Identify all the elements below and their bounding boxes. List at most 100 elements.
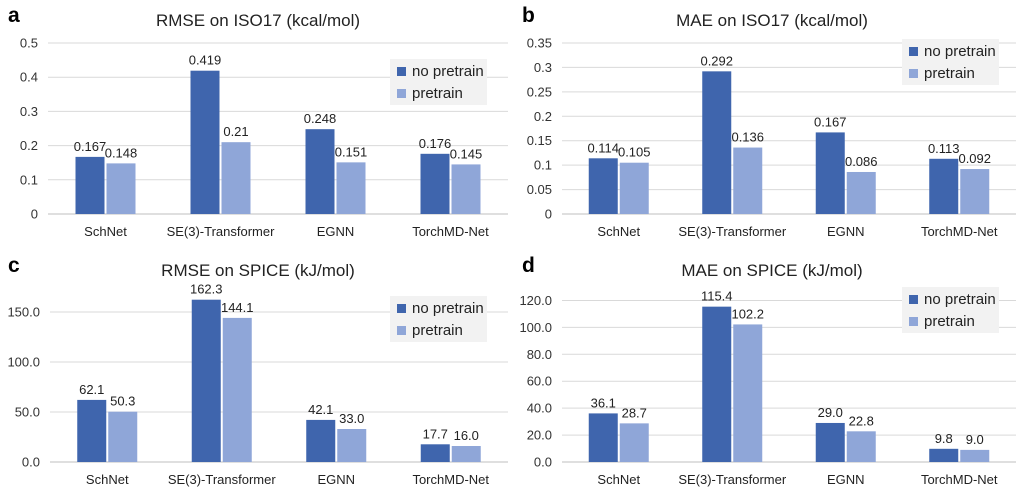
bar (960, 169, 990, 214)
y-tick-label: 20.0 (527, 428, 552, 443)
bar (305, 129, 335, 214)
legend-label: no pretrain (412, 300, 484, 317)
x-tick-label: SE(3)-Transformer (168, 472, 277, 487)
legend-background (902, 39, 999, 85)
x-tick-label: TorchMD-Net (412, 224, 489, 239)
bar (191, 299, 221, 462)
data-label: 0.292 (700, 53, 733, 68)
y-tick-label: 0.2 (534, 109, 552, 124)
data-label: 144.1 (221, 300, 254, 315)
legend-swatch (909, 317, 918, 326)
legend-swatch (909, 47, 918, 56)
bar (733, 324, 763, 462)
bar (815, 422, 845, 462)
bar (733, 147, 763, 214)
bar (846, 431, 876, 462)
x-tick-label: SE(3)-Transformer (678, 472, 787, 487)
data-label: 0.113 (928, 141, 960, 156)
y-tick-label: 0.1 (534, 158, 552, 173)
bar (702, 71, 732, 214)
data-label: 16.0 (454, 428, 479, 443)
y-tick-label: 100.0 (519, 320, 552, 335)
data-label: 0.167 (74, 139, 107, 154)
y-tick-label: 0.4 (20, 70, 38, 85)
bar (306, 419, 336, 462)
data-label: 162.3 (190, 282, 223, 297)
bar (846, 171, 876, 214)
bar (451, 164, 481, 214)
x-tick-label: SchNet (597, 224, 640, 239)
y-tick-label: 0 (31, 207, 38, 222)
y-tick-label: 50.0 (15, 405, 40, 420)
y-tick-label: 0.2 (20, 138, 38, 153)
x-tick-label: SchNet (597, 472, 640, 487)
bar (619, 423, 649, 462)
x-tick-label: TorchMD-Net (921, 224, 998, 239)
data-label: 0.148 (105, 145, 138, 160)
legend: no pretrain pretrain (390, 296, 487, 342)
legend-swatch (397, 89, 406, 98)
data-label: 0.114 (587, 140, 619, 155)
legend-label: no pretrain (924, 291, 996, 308)
x-tick-label: SchNet (84, 224, 127, 239)
legend-label: pretrain (924, 65, 975, 82)
x-tick-label: SE(3)-Transformer (167, 224, 276, 239)
x-tick-label: EGNN (827, 224, 865, 239)
data-label: 102.2 (731, 306, 764, 321)
y-tick-label: 0 (545, 207, 552, 222)
y-tick-label: 100.0 (7, 355, 40, 370)
data-label: 50.3 (110, 394, 135, 409)
legend-label: pretrain (412, 85, 463, 102)
chart-panel-d: d MAE on SPICE (kJ/mol) 0.0 20.0 40.0 60.0 80.… (519, 254, 1016, 487)
bar (588, 158, 618, 214)
data-label: 0.136 (731, 130, 764, 145)
legend-swatch (397, 304, 406, 313)
panel-letter: a (8, 4, 20, 27)
y-tick-label: 0.0 (534, 455, 552, 470)
bar (451, 446, 481, 462)
bar (336, 162, 366, 214)
panel-letter: b (522, 4, 535, 27)
legend-swatch (397, 67, 406, 76)
legend-label: pretrain (412, 322, 463, 339)
legend-swatch (909, 295, 918, 304)
legend-swatch (397, 326, 406, 335)
y-tick-label: 60.0 (527, 374, 552, 389)
chart-title: RMSE on ISO17 (kcal/mol) (156, 11, 360, 30)
x-tick-label: TorchMD-Net (412, 472, 489, 487)
chart-title: RMSE on SPICE (kJ/mol) (161, 261, 355, 280)
chart-title: MAE on SPICE (kJ/mol) (681, 261, 862, 280)
bar (702, 306, 732, 462)
chart-panel-a: a RMSE on ISO17 (kcal/mol) 0 0.1 0.2 0.3 0.4 0.… (8, 4, 508, 239)
y-tick-label: 0.25 (527, 84, 552, 99)
bar (75, 156, 105, 214)
bar (588, 413, 618, 462)
y-tick-label: 150.0 (7, 305, 40, 320)
y-tick-label: 120.0 (519, 293, 552, 308)
data-label: 0.092 (958, 151, 991, 166)
legend: no pretrain pretrain (902, 39, 999, 85)
data-label: 0.21 (223, 124, 248, 139)
data-label: 0.419 (189, 53, 222, 68)
y-tick-label: 80.0 (527, 347, 552, 362)
x-tick-label: SE(3)-Transformer (678, 224, 787, 239)
bar (222, 317, 252, 462)
data-label: 0.086 (845, 154, 878, 169)
data-label: 115.4 (701, 289, 733, 304)
y-tick-label: 0.1 (20, 172, 38, 187)
data-label: 33.0 (339, 411, 364, 426)
legend-swatch (909, 69, 918, 78)
data-label: 62.1 (79, 382, 104, 397)
y-tick-label: 0.05 (527, 182, 552, 197)
x-tick-label: EGNN (317, 224, 355, 239)
chart-panel-c: c RMSE on SPICE (kJ/mol) 0.0 50.0 100.0 150.0… (7, 254, 508, 487)
y-tick-label: 0.35 (527, 36, 552, 51)
legend-background (390, 296, 487, 342)
legend-background (390, 59, 487, 105)
panel-letter: d (522, 254, 535, 277)
bar (619, 162, 649, 214)
y-tick-label: 0.15 (527, 133, 552, 148)
chart-panel-b: b MAE on ISO17 (kcal/mol) 0 0.05 0.1 0.15 0.2 0… (522, 4, 1016, 239)
x-tick-label: TorchMD-Net (921, 472, 998, 487)
data-label: 22.8 (849, 413, 874, 428)
